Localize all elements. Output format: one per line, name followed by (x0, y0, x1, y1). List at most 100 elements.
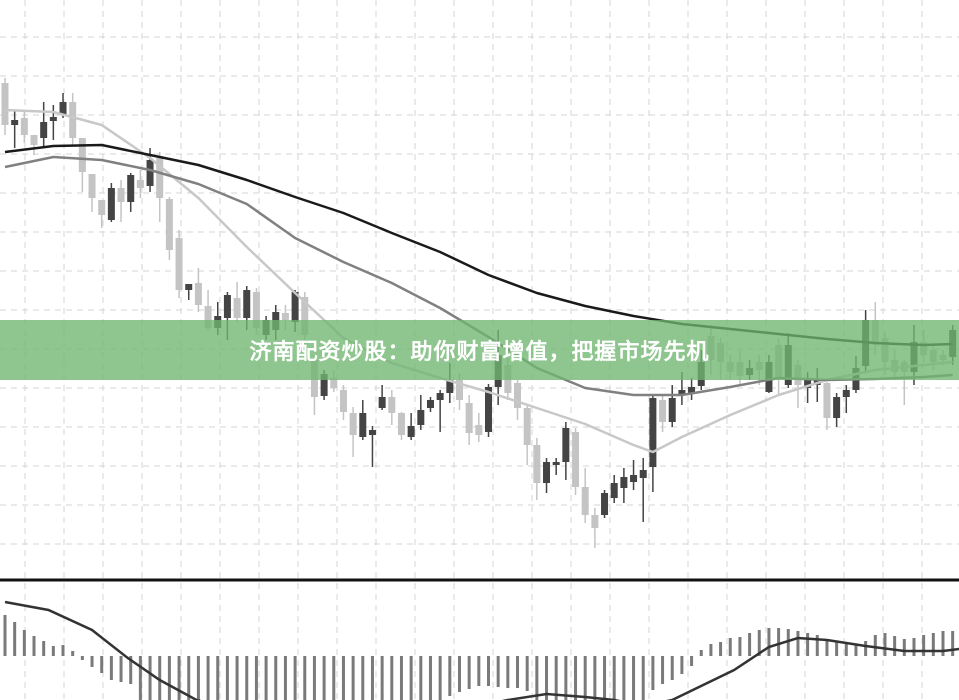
candle (572, 428, 580, 495)
candle-body (185, 284, 193, 290)
macd-histogram-bar (719, 642, 723, 656)
candle-body (388, 397, 396, 413)
candle-body (649, 398, 657, 467)
candle-body (49, 117, 57, 121)
macd-histogram-bar (670, 656, 674, 680)
macd-histogram-bar (177, 656, 181, 700)
candle-body (659, 400, 667, 422)
macd-histogram-bar (873, 635, 877, 656)
macd-histogram-bar (603, 656, 607, 700)
candle-body (620, 477, 628, 488)
macd-histogram-bar (709, 644, 713, 656)
candle-body (668, 398, 676, 422)
macd-histogram-bar (138, 656, 142, 700)
candle-body (552, 462, 560, 465)
macd-histogram-bar (206, 656, 210, 700)
promo-banner: 济南配资炒股：助你财富增值，把握市场先机 (0, 320, 959, 380)
candle-body (20, 118, 28, 135)
candle-body (40, 122, 48, 138)
candle-body (842, 390, 850, 397)
candle-body (823, 383, 831, 418)
macd-histogram-bar (574, 656, 578, 700)
candle-body (30, 135, 38, 145)
candle (78, 138, 86, 192)
candle (40, 102, 48, 148)
candle (349, 407, 357, 457)
macd-histogram-bar (341, 656, 345, 700)
candle (552, 458, 560, 475)
candle (610, 475, 618, 503)
macd-histogram-bar (409, 656, 413, 700)
candle (107, 183, 115, 222)
candle-body (88, 174, 96, 198)
macd-histogram-bar (593, 656, 597, 700)
candle-body (833, 397, 841, 418)
candle-body (252, 292, 260, 328)
macd-histogram-bar (902, 639, 906, 656)
macd-histogram-bar (158, 656, 162, 700)
macd-histogram-bar (312, 656, 316, 700)
candle (30, 135, 38, 155)
macd-histogram-bar (516, 656, 520, 688)
macd-histogram-bar (583, 656, 587, 700)
macd-histogram-bar (293, 656, 297, 700)
candle-body (349, 413, 357, 435)
macd-histogram-bar (912, 638, 916, 656)
macd-histogram-bar (757, 630, 761, 656)
candle-body (156, 158, 164, 198)
candle-body (455, 380, 463, 400)
candle-body (243, 290, 251, 318)
macd-histogram-bar (245, 656, 249, 700)
macd-histogram-bar (42, 641, 46, 656)
candle-body (330, 378, 338, 388)
candle (659, 395, 667, 432)
candle-body (475, 425, 483, 435)
macd-histogram-bar (825, 640, 829, 656)
macd-histogram-bar (564, 656, 568, 700)
macd-histogram-bar (322, 656, 326, 700)
candle (165, 197, 173, 260)
candle (88, 174, 96, 212)
candle (11, 110, 19, 148)
macd-histogram-bar (32, 636, 36, 656)
candle (533, 438, 541, 500)
candle-body (407, 426, 415, 437)
candle-body (572, 432, 580, 487)
macd-histogram-bar (844, 643, 848, 656)
macd-histogram-bar (254, 656, 258, 700)
macd-histogram-bar (90, 656, 94, 667)
candle-body (436, 393, 444, 400)
macd-histogram-bar (922, 635, 926, 656)
candle (388, 390, 396, 425)
macd-histogram-bar (225, 656, 229, 700)
candle-body (59, 102, 67, 115)
macd-histogram-bar (390, 656, 394, 700)
macd-histogram-bar (438, 656, 442, 700)
macd-histogram-bar (196, 656, 200, 700)
macd-histogram-bar (680, 656, 684, 674)
candle (175, 230, 183, 298)
macd-panel (3, 600, 959, 700)
candle-body (378, 397, 386, 408)
macd-histogram-bar (699, 650, 703, 656)
candle-body (136, 180, 144, 188)
macd-histogram-bar (274, 656, 278, 700)
candle-body (601, 493, 609, 515)
macd-histogram-bar (216, 656, 220, 700)
candle-body (446, 380, 454, 393)
macd-histogram-bar (545, 656, 549, 700)
macd-histogram-bar (835, 642, 839, 656)
macd-histogram-bar (419, 656, 423, 700)
candle (407, 413, 415, 440)
candle-body (320, 374, 328, 396)
macd-histogram-bar (399, 656, 403, 700)
candle-body (359, 413, 367, 437)
macd-histogram-bar (51, 646, 55, 656)
macd-histogram-bar (931, 633, 935, 656)
candle (98, 200, 106, 228)
macd-histogram-bar (61, 645, 65, 656)
macd-histogram-bar (651, 656, 655, 690)
macd-histogram-bar (428, 656, 432, 700)
macd-histogram-bar (370, 656, 374, 700)
